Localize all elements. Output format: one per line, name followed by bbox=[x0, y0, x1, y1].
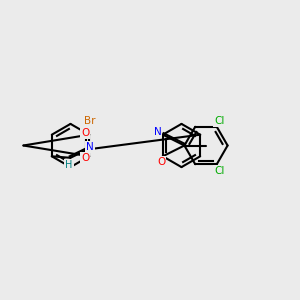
Text: O: O bbox=[157, 157, 165, 167]
Text: N: N bbox=[86, 142, 94, 152]
Text: O: O bbox=[81, 128, 89, 138]
Text: Br: Br bbox=[84, 116, 95, 127]
Text: O: O bbox=[81, 153, 89, 163]
Text: Cl: Cl bbox=[214, 116, 224, 126]
Text: N: N bbox=[154, 127, 161, 137]
Text: Cl: Cl bbox=[214, 166, 224, 176]
Text: H: H bbox=[65, 160, 73, 170]
